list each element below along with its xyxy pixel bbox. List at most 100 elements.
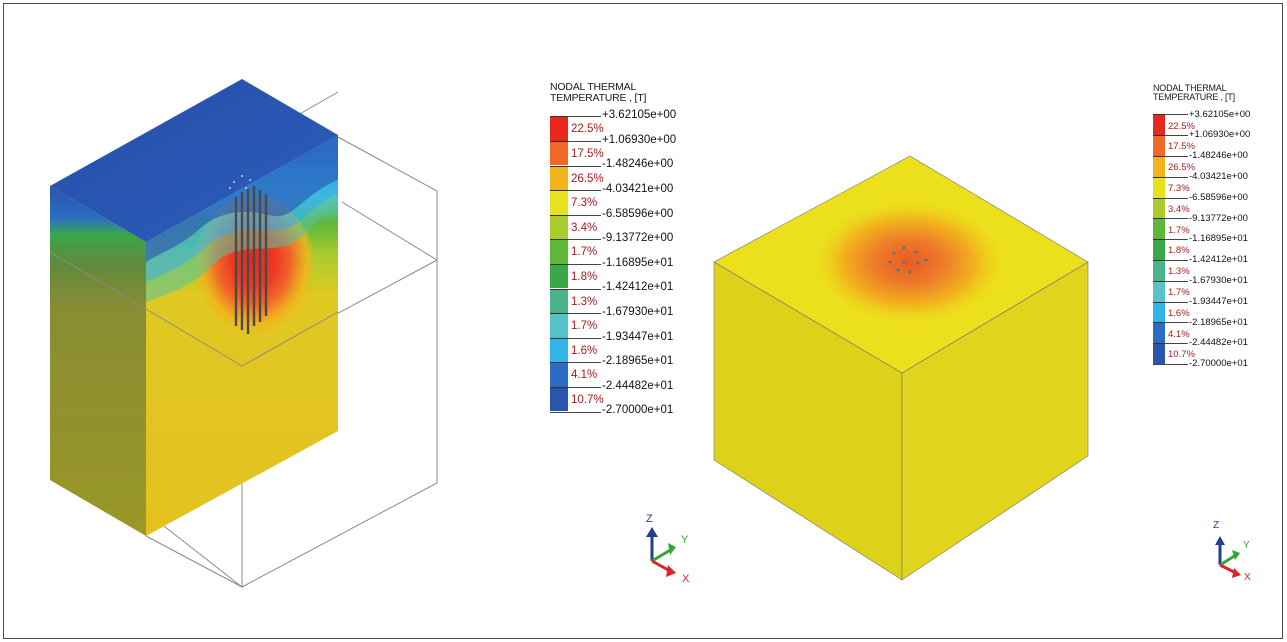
legend-percent: 22.5% xyxy=(1168,120,1195,132)
legend-tick xyxy=(1165,218,1188,220)
legend-swatch xyxy=(1153,135,1165,156)
right-axis-x-label: X xyxy=(1244,572,1251,583)
right-axis-z-label: Z xyxy=(1213,520,1220,531)
legend-value: -1.42412e+01 xyxy=(1189,254,1248,266)
legend-swatch xyxy=(550,214,568,240)
legend-tick xyxy=(1165,260,1188,261)
legend-percent: 1.7% xyxy=(1168,286,1190,298)
legend-body: +3.62105e+00 +1.06930e+00 -1.48246e+00 -4.0… xyxy=(1153,104,1283,404)
legend-swatch xyxy=(550,165,568,191)
left-model-view xyxy=(49,79,438,588)
legend-percent: 17.5% xyxy=(571,148,604,161)
legend-tick xyxy=(568,411,601,413)
legend-percent: 7.3% xyxy=(1168,182,1190,194)
legend-swatch xyxy=(1153,197,1165,219)
legend-percent: 1.7% xyxy=(571,320,598,333)
legend-body: +3.62105e+00 +1.06930e+00 -1.48246e+00 -4.0… xyxy=(550,104,710,434)
legend-value: -1.16895e+01 xyxy=(602,256,674,269)
legend-tick xyxy=(568,313,601,315)
legend-tick xyxy=(568,239,601,241)
legend-tick xyxy=(568,337,601,339)
legend-percent: 3.4% xyxy=(571,221,598,234)
right-axis-triad xyxy=(1215,536,1241,578)
left-axis-x-label: X xyxy=(682,573,690,585)
left-borehole-heads xyxy=(229,175,251,189)
legend-value: -1.48246e+00 xyxy=(1189,150,1248,162)
legend-value: -1.93447e+01 xyxy=(602,330,674,343)
legend-swatch xyxy=(550,362,568,387)
legend-swatch xyxy=(1153,260,1165,281)
legend-bottom-line xyxy=(550,411,568,413)
right-legend: NODAL THERMAL TEMPERATURE , [T] +3.62105… xyxy=(1153,84,1283,404)
legend-value: -6.58596e+00 xyxy=(602,207,674,220)
right-cube-top-edge xyxy=(713,155,1089,374)
legend-swatch xyxy=(550,337,568,363)
legend-value: -4.03421e+00 xyxy=(1189,170,1248,182)
legend-value: -9.13772e+00 xyxy=(1189,212,1248,224)
legend-value: -9.13772e+00 xyxy=(602,232,674,245)
legend-value: -1.48246e+00 xyxy=(602,158,674,171)
figure-frame: NODAL THERMAL TEMPERATURE , [T] +3.62105… xyxy=(3,3,1283,639)
legend-value: -1.67930e+01 xyxy=(602,305,674,318)
legend-tick xyxy=(1165,364,1188,365)
right-borehole-heads xyxy=(888,246,928,274)
legend-value: -2.18965e+01 xyxy=(602,355,674,368)
legend-value: +3.62105e+00 xyxy=(1189,108,1251,120)
legend-tick xyxy=(1165,156,1188,157)
legend-percent: 1.3% xyxy=(1168,266,1190,278)
legend-swatch xyxy=(550,140,568,166)
legend-title-line1: NODAL THERMAL xyxy=(1153,83,1227,93)
legend-tick xyxy=(568,386,601,388)
legend-tick xyxy=(568,140,601,142)
legend-value: +1.06930e+00 xyxy=(602,133,677,146)
legend-value: -2.44482e+01 xyxy=(1189,337,1248,349)
legend-percent: 4.1% xyxy=(1168,328,1190,340)
legend-percent: 1.8% xyxy=(571,271,598,284)
legend-tick xyxy=(1165,301,1188,303)
legend-percent: 1.3% xyxy=(571,295,598,308)
legend-swatch xyxy=(550,263,568,289)
legend-tick xyxy=(568,362,601,364)
legend-tick xyxy=(568,288,601,290)
legend-percent: 26.5% xyxy=(571,172,604,185)
legend-title-line2: TEMPERATURE , [T] xyxy=(1153,92,1235,102)
legend-percent: 10.7% xyxy=(571,394,604,407)
legend-percent: 10.7% xyxy=(1168,349,1195,361)
legend-title-line2: TEMPERATURE , [T] xyxy=(550,92,647,104)
legend-swatch xyxy=(1153,239,1165,260)
legend-percent: 1.6% xyxy=(1168,307,1190,319)
legend-swatch xyxy=(550,190,568,215)
left-axis-y-label: Y xyxy=(681,534,689,546)
legend-percent: 7.3% xyxy=(571,197,598,210)
left-wireframe-front xyxy=(49,251,339,588)
legend-tick xyxy=(1165,114,1188,116)
legend-title-line1: NODAL THERMAL xyxy=(550,81,637,93)
legend-tick xyxy=(1165,135,1188,137)
right-axis-y-label: Y xyxy=(1243,540,1250,551)
legend-swatch xyxy=(1153,156,1165,177)
legend-value: -1.93447e+01 xyxy=(1189,295,1248,307)
legend-tick xyxy=(1165,280,1188,282)
legend-tick xyxy=(568,116,601,118)
legend-value: -2.44482e+01 xyxy=(602,379,674,392)
legend-swatch xyxy=(1153,176,1165,198)
legend-percent: 1.7% xyxy=(1168,224,1190,236)
left-axis-triad xyxy=(646,527,676,577)
legend-value: -2.70000e+01 xyxy=(602,404,674,417)
legend-tick xyxy=(1165,322,1188,324)
legend-tick xyxy=(1165,176,1188,178)
legend-percent: 26.5% xyxy=(1168,162,1195,174)
legend-swatch xyxy=(1153,322,1165,344)
legend-tick xyxy=(568,214,601,216)
legend-percent: 1.6% xyxy=(571,344,598,357)
legend-swatch xyxy=(550,386,568,412)
legend-percent: 3.4% xyxy=(1168,203,1190,215)
legend-tick xyxy=(1165,239,1188,241)
legend-tick xyxy=(1165,343,1188,345)
legend-percent: 1.8% xyxy=(1168,245,1190,257)
legend-swatch xyxy=(1153,343,1165,364)
left-block-side-face xyxy=(50,186,146,536)
legend-bottom-line xyxy=(1153,364,1165,365)
legend-swatch xyxy=(550,116,568,141)
legend-value: -2.18965e+01 xyxy=(1189,316,1248,328)
